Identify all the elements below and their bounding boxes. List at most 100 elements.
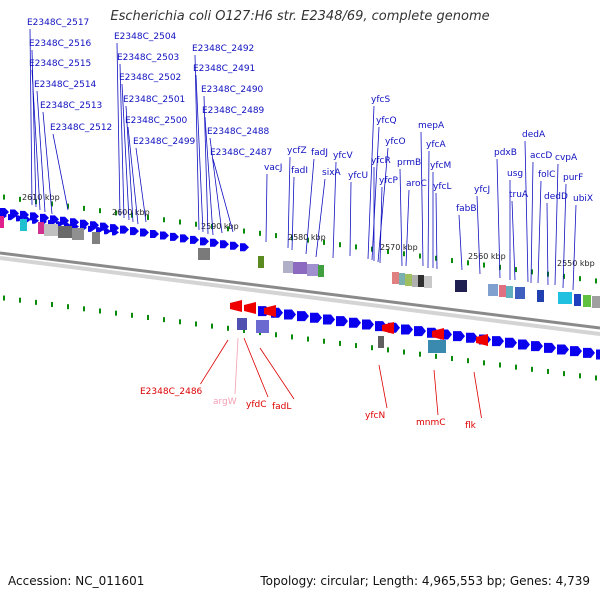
gene-label-yfcs: yfcS <box>371 95 390 105</box>
feature-box <box>515 287 525 299</box>
cds-arrow <box>323 314 335 325</box>
leader-line <box>209 137 223 234</box>
cds-arrow <box>130 227 139 236</box>
leader-line <box>377 147 389 263</box>
scale-label-2610-kbp: 2610 kbp <box>22 193 60 202</box>
feature-box <box>574 294 581 306</box>
gene-label-fadj: fadJ <box>311 148 328 158</box>
cds-arrow <box>466 332 478 343</box>
genome-summary-text: Topology: circular; Length: 4,965,553 bp… <box>260 574 590 588</box>
leader-line <box>259 347 295 400</box>
feature-box <box>20 219 27 231</box>
leader-line <box>291 176 295 251</box>
reverse-cds-arrow <box>382 322 394 334</box>
feature-box <box>283 261 293 273</box>
leader-line <box>135 147 147 223</box>
gene-label-yfca: yfcA <box>426 140 446 150</box>
leader-line <box>243 337 269 398</box>
gene-label-e2348c-2517: E2348C_2517 <box>27 18 89 28</box>
leader-line <box>378 364 388 409</box>
leader-line <box>305 158 315 255</box>
gene-label-prmb: prmB <box>397 158 421 168</box>
scale-label-2580-kbp: 2580 kbp <box>288 233 326 242</box>
gene-label-dedd: dedD <box>544 192 568 202</box>
gene-label-yfcj: yfcJ <box>474 185 490 195</box>
genome-title: Escherichia coli O127:H6 str. E2348/69, … <box>110 9 490 24</box>
gene-label-aroc: aroC <box>406 179 427 189</box>
gene-label-fadi: fadI <box>291 166 308 176</box>
gene-label-mepa: mepA <box>418 121 445 131</box>
cds-arrow <box>150 230 159 238</box>
gene-label-e2348c-2491: E2348C_2491 <box>193 64 255 74</box>
leader-line <box>435 192 438 270</box>
gene-label-e2348c-2487: E2348C_2487 <box>210 148 272 158</box>
feature-box <box>405 274 412 286</box>
feature-box <box>58 226 72 238</box>
reverse-cds-arrow <box>244 302 256 314</box>
reverse-cds-arrow <box>264 305 276 317</box>
feature-box <box>428 340 446 353</box>
feature-box <box>0 216 4 228</box>
reverse-cds-arrow <box>432 328 444 340</box>
gene-label-sixa: sixA <box>322 168 342 178</box>
gene-label-vacj: vacJ <box>264 163 282 173</box>
cds-arrow <box>230 241 239 250</box>
feature-box <box>92 232 100 244</box>
cds-arrow <box>170 232 179 241</box>
leader-line <box>125 105 134 223</box>
cds-arrow <box>210 238 219 247</box>
gene-label-cvpa: cvpA <box>555 153 578 163</box>
feature-box <box>318 265 324 277</box>
feature-box <box>499 285 506 297</box>
feature-box <box>583 295 591 307</box>
leader-line <box>530 161 534 284</box>
cds-arrow <box>453 331 465 342</box>
cds-arrow <box>557 344 569 355</box>
gene-label-yfcm: yfcM <box>430 161 451 171</box>
scale-label-2550-kbp: 2550 kbp <box>557 259 595 268</box>
cds-arrow <box>401 324 413 335</box>
leader-line <box>524 140 529 283</box>
gene-label-argw: argW <box>213 397 237 407</box>
gene-label-yfcu: yfcU <box>348 171 368 181</box>
gene-label-e2348c-2490: E2348C_2490 <box>201 85 264 95</box>
backbone-line <box>0 251 600 330</box>
feature-box <box>378 336 384 348</box>
cds-arrow <box>297 311 309 322</box>
gene-label-fabb: fabB <box>456 204 477 214</box>
reverse-cds-arrow <box>230 300 242 312</box>
feature-box <box>38 222 44 234</box>
leader-line <box>371 126 380 261</box>
gene-label-deda: dedA <box>522 130 546 140</box>
leader-line <box>420 131 424 267</box>
leader-line <box>212 158 234 233</box>
leader-line <box>562 183 567 289</box>
cds-arrow <box>349 317 361 328</box>
leader-line <box>116 42 121 217</box>
cds-arrow <box>190 235 199 244</box>
gene-label-yfcl: yfcL <box>433 182 451 192</box>
leader-line <box>537 180 542 284</box>
gene-label-e2348c-2489: E2348C_2489 <box>202 106 265 116</box>
cds-arrow <box>88 225 95 232</box>
leader-line <box>496 158 501 279</box>
leader-line <box>473 371 482 419</box>
cds-arrow <box>284 309 296 320</box>
leader-line <box>121 83 130 221</box>
cds-arrow <box>104 228 111 235</box>
feature-box <box>418 275 424 287</box>
gene-label-e2348c-2486: E2348C_2486 <box>140 387 203 397</box>
leader-line <box>29 28 33 206</box>
scale-label-2600-kbp: 2600 kbp <box>112 208 150 217</box>
leader-line <box>52 133 69 211</box>
cds-arrow <box>362 319 374 330</box>
feature-box <box>412 275 418 287</box>
cds-arrow <box>570 346 582 357</box>
gene-label-yfcv: yfcV <box>333 151 353 161</box>
feature-box <box>455 280 467 292</box>
gene-label-yfcq: yfcQ <box>376 116 397 126</box>
gene-label-purf: purF <box>563 173 583 183</box>
feature-box <box>424 276 432 288</box>
cds-arrow <box>583 347 595 358</box>
